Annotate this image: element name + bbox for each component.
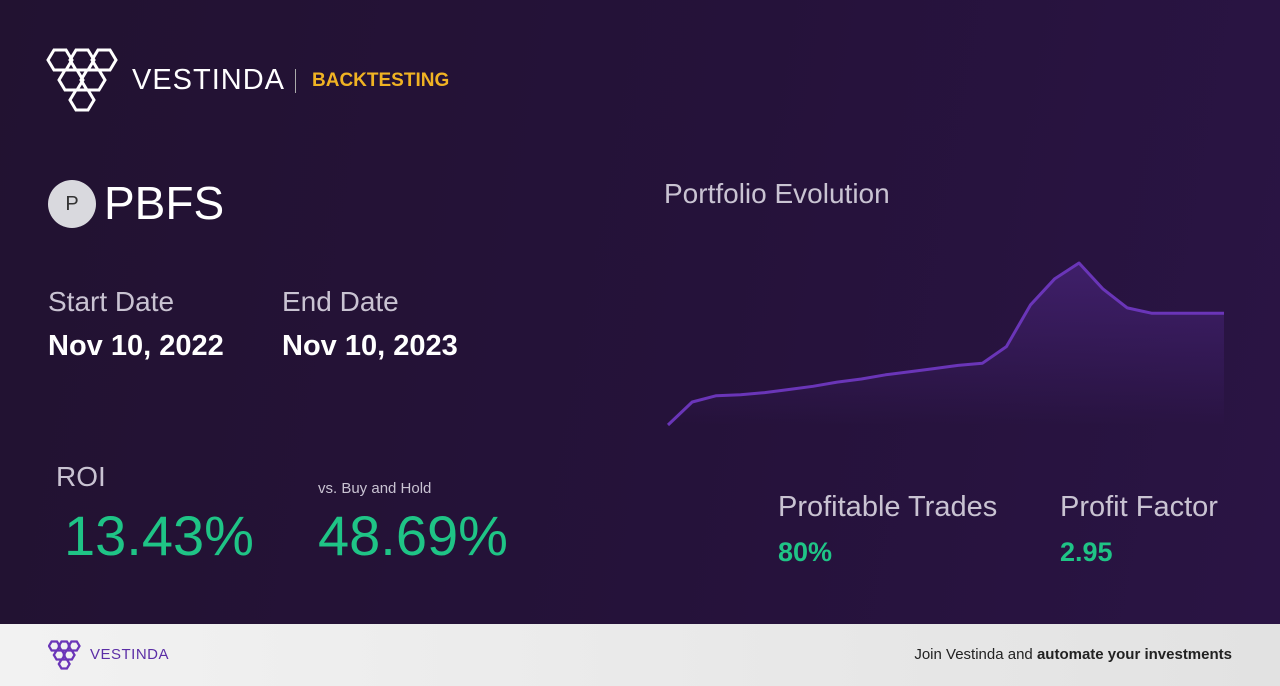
roi-value: 13.43% (64, 504, 254, 567)
footer-brand: VESTINDA (90, 646, 170, 663)
start-label: Start Date (48, 286, 175, 317)
footer-cta: Join Vestinda and automate your investme… (914, 646, 1232, 663)
line (666, 261, 1224, 427)
vs-label: vs. Buy and Hold (318, 480, 432, 497)
chart (666, 261, 1224, 427)
area (668, 263, 1224, 425)
brand: VESTINDA (132, 64, 286, 96)
logo-icon (46, 48, 118, 112)
factor-label: Profit Factor (1060, 491, 1218, 523)
footer-text: Join Vestinda and (914, 646, 1033, 663)
footer-bold: automate your investments (1036, 646, 1232, 663)
footer: VESTINDA Join Vestinda and automate your… (0, 624, 1280, 686)
ticker: PBFS (104, 177, 225, 229)
start-date: Nov 10, 2022 (48, 330, 224, 362)
end-label: End Date (282, 286, 399, 317)
profitable-value: 80% (778, 537, 833, 567)
card: VESTINDA BACKTESTING P PBFS Start Date N… (0, 0, 1280, 624)
ticker-icon: P (48, 180, 96, 228)
factor-value: 2.95 (1060, 537, 1113, 567)
divider (295, 69, 296, 93)
section: BACKTESTING (312, 70, 450, 91)
chart-title: Portfolio Evolution (664, 178, 890, 209)
profitable-label: Profitable Trades (778, 491, 998, 523)
end-date: Nov 10, 2023 (282, 330, 458, 362)
roi-label: ROI (56, 461, 106, 492)
footer-logo (48, 640, 81, 670)
vs-value: 48.69% (318, 504, 508, 567)
